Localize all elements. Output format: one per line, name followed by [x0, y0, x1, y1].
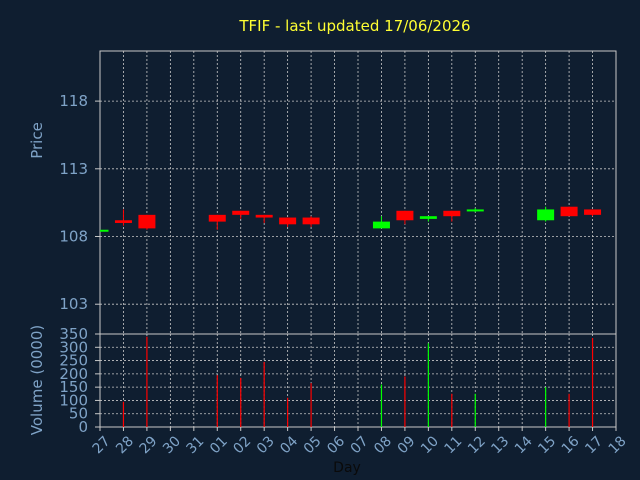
- x-tick-label: 15: [535, 433, 559, 457]
- candle-body: [537, 209, 555, 221]
- chart-title: TFIF - last updated 17/06/2026: [238, 17, 470, 35]
- price-tick-label: 118: [59, 92, 88, 110]
- candle-body: [232, 210, 250, 215]
- candle-body: [100, 229, 109, 232]
- volume-tick-label: 300: [59, 338, 88, 356]
- x-tick-label: 07: [348, 433, 372, 457]
- volume-tick-label: 250: [59, 352, 88, 370]
- candle-body: [372, 221, 390, 229]
- x-tick-label: 14: [512, 433, 536, 457]
- candle-body: [419, 216, 437, 219]
- candle-body: [208, 214, 226, 222]
- candle-body: [302, 217, 320, 225]
- x-tick-label: 28: [113, 433, 137, 457]
- x-ticks: 27 28 29 30 31 01 02 03 04 05 06 07 08 09 10 11 12 13 14 15…: [90, 427, 630, 457]
- x-tick-label: 17: [582, 433, 606, 457]
- x-tick-label: 02: [230, 433, 254, 457]
- candle-body: [396, 210, 414, 221]
- x-tick-label: 12: [465, 433, 489, 457]
- candle-body: [466, 209, 484, 212]
- price-tick-label: 113: [59, 160, 88, 178]
- x-tick-label: 08: [371, 433, 395, 457]
- x-tick-label: 06: [324, 433, 348, 457]
- x-tick-label: 30: [160, 433, 184, 457]
- candles: [100, 206, 602, 232]
- x-tick-label: 31: [184, 433, 208, 457]
- volume-tick-label: 150: [59, 378, 88, 396]
- volume-grid: [100, 334, 616, 427]
- x-tick-label: 04: [277, 433, 301, 457]
- price-y-ticks: 103 108 113 118: [59, 92, 100, 313]
- x-tick-label: 16: [559, 433, 583, 457]
- x-tick-label: 27: [90, 433, 114, 457]
- x-tick-label: 18: [606, 433, 630, 457]
- x-tick-label: 09: [395, 433, 419, 457]
- price-tick-label: 108: [59, 228, 88, 246]
- candle-body: [138, 214, 156, 229]
- candle-body: [443, 210, 461, 217]
- candle-body: [560, 206, 578, 217]
- candle-body: [255, 214, 273, 218]
- x-tick-label: 10: [418, 433, 442, 457]
- price-tick-label: 103: [59, 295, 88, 313]
- x-tick-label: 13: [488, 433, 512, 457]
- volume-tick-label: 0: [78, 418, 88, 436]
- x-tick-label: 29: [137, 433, 161, 457]
- x-tick-label: 11: [442, 433, 466, 457]
- x-tick-label: 03: [254, 433, 278, 457]
- candle-body: [584, 209, 602, 215]
- price-grid: [100, 51, 616, 334]
- candle-body: [279, 217, 297, 225]
- x-tick-label: 01: [207, 433, 231, 457]
- volume-axis-label: Volume (0000): [28, 325, 46, 435]
- candle-body: [114, 220, 132, 223]
- volume-tick-label: 50: [69, 405, 88, 423]
- volume-bars: [122, 336, 594, 427]
- price-panel: 103 108 113 118 Price: [28, 50, 617, 335]
- volume-tick-label: 350: [59, 325, 88, 343]
- volume-tick-label: 200: [59, 365, 88, 383]
- price-axis-label: Price: [28, 122, 46, 159]
- x-axis-label: Day: [333, 460, 361, 476]
- x-tick-label: 05: [301, 433, 325, 457]
- volume-tick-label: 100: [59, 391, 88, 409]
